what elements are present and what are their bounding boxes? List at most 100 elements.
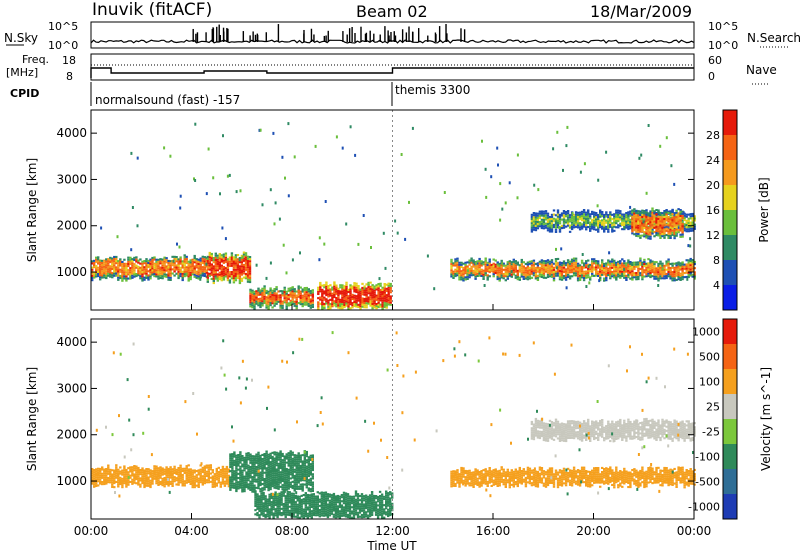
heatmap-cell [649,265,652,268]
heatmap-cell [159,470,162,473]
heatmap-cell [219,483,222,486]
heatmap-cell [538,269,542,272]
heatmap-cell [185,479,188,482]
heatmap-cell [219,473,222,476]
heatmap-cell [645,271,648,274]
heatmap-cell [91,266,94,269]
heatmap-cell [538,275,542,278]
heatmap-cell [653,218,656,221]
heatmap-cell [217,471,220,474]
heatmap-cell [175,483,178,486]
heatmap-cell [615,274,618,277]
heatmap-cell [303,301,306,304]
heatmap-cell [631,226,634,229]
heatmap-cell [105,260,108,263]
heatmap-cell [542,266,546,269]
heatmap-cell [661,273,664,276]
heatmap-cell [131,470,134,473]
heatmap-cell [107,466,110,469]
heatmap-cell [226,268,230,271]
heatmap-cell [645,230,648,233]
heatmap-cell [149,275,152,278]
heatmap-cell [639,213,642,216]
heatmap-cell [254,500,257,503]
heatmap-cell [93,479,96,482]
heatmap-cell [127,269,130,272]
heatmap-cell [478,274,481,277]
heatmap-cell [145,266,148,269]
heatmap-cell [115,466,118,469]
heatmap-cell [274,508,277,511]
heatmap-cell [234,264,238,267]
heatmap-cell [311,293,314,296]
heatmap-cell [456,270,459,273]
heatmap-cell [597,222,600,225]
heatmap-cell [687,226,690,229]
heatmap-cell [107,258,110,261]
heatmap-cell [241,482,244,485]
heatmap-cell [617,265,620,268]
heatmap-cell [219,469,222,472]
heatmap-cell [687,259,690,262]
heatmap-cell [281,488,284,491]
heatmap-cell [619,262,622,265]
heatmap-cell [151,271,154,274]
heatmap-cell [562,275,566,278]
heatmap-cell [347,288,350,291]
heatmap-cell [291,474,294,477]
heatmap-cell [233,478,236,481]
heatmap-cell [534,275,538,278]
heatmap-cell [177,260,180,263]
heatmap-cell [257,291,260,294]
heatmap-cell [232,275,236,278]
heatmap-cell [387,288,390,291]
heatmap-cell [261,287,264,290]
heatmap-cell [361,293,364,296]
heatmap-cell [185,262,188,265]
heatmap-cell [207,464,210,467]
heatmap-cell [303,468,306,471]
heatmap-cell [633,263,636,266]
heatmap-cell [129,260,132,263]
heatmap-cell [585,224,588,227]
heatmap-cell [131,468,134,471]
heatmap-cell [266,504,269,507]
heatmap-cell [564,276,568,279]
heatmap-cell [627,215,630,218]
heatmap-cell [253,472,256,475]
heatmap-cell [307,462,310,465]
heatmap-cell [291,464,294,467]
heatmap-cell [679,219,682,222]
heatmap-cell [193,469,196,472]
heatmap-cell [502,275,505,278]
heatmap-cell [285,467,288,470]
heatmap-cell [361,305,364,308]
heatmap-scatter [241,255,244,259]
heatmap-cell [502,264,505,267]
heatmap-cell [149,271,152,274]
heatmap-cell [227,481,231,484]
heatmap-cell [263,297,266,300]
heatmap-cell [209,464,212,467]
heatmap-cell [253,301,256,304]
heatmap-cell [279,473,282,476]
heatmap-cell [572,220,576,223]
heatmap-cell [149,479,152,482]
heatmap-cell [268,508,271,511]
heatmap-cell [121,279,124,282]
heatmap-cell [582,277,586,280]
heatmap-cell [275,451,278,454]
heatmap-cell [307,290,310,293]
heatmap-cell [651,224,654,227]
heatmap-cell [291,470,294,473]
heatmap-cell [251,297,254,300]
heatmap-cell [201,477,204,480]
heatmap-cell [538,214,542,217]
heatmap-cell [236,270,240,273]
heatmap-cell [637,220,640,223]
heatmap-cell [167,266,170,269]
heatmap-cell [607,267,610,270]
heatmap-cell [337,302,340,305]
heatmap-cell [149,471,152,474]
heatmap-cell [280,514,283,517]
